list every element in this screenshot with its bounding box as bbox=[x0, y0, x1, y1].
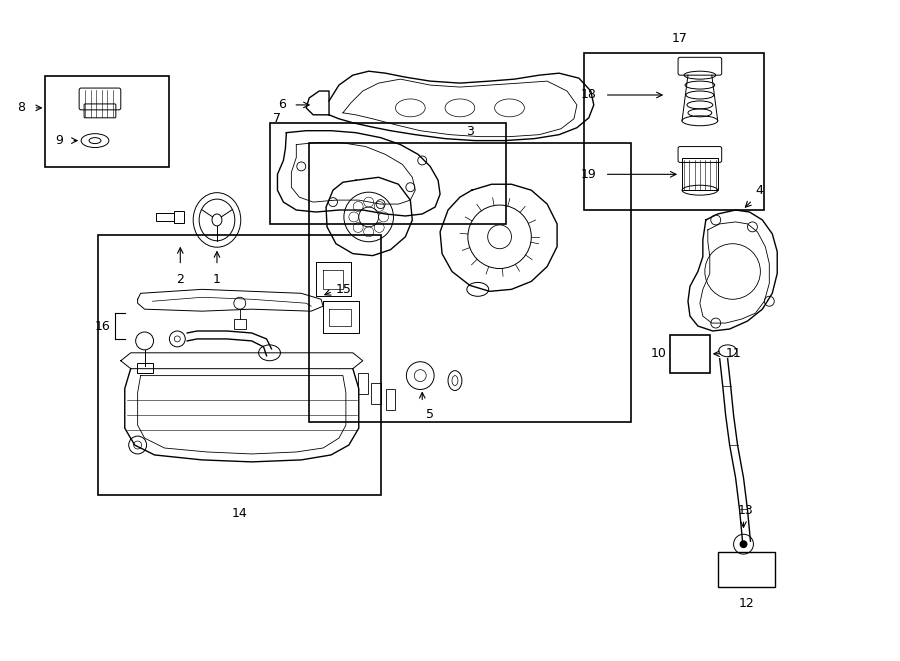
Bar bbox=[157, 213, 175, 221]
Bar bbox=[98, 235, 381, 494]
Text: 1: 1 bbox=[213, 274, 220, 286]
Bar bbox=[175, 211, 184, 223]
Bar bbox=[358, 373, 368, 395]
Bar bbox=[584, 54, 764, 210]
Bar bbox=[234, 319, 246, 329]
Bar bbox=[137, 363, 152, 373]
Bar bbox=[385, 389, 395, 410]
Text: 5: 5 bbox=[427, 408, 434, 421]
Text: 14: 14 bbox=[232, 508, 248, 520]
Text: 16: 16 bbox=[95, 319, 111, 332]
Text: 6: 6 bbox=[278, 98, 286, 112]
Text: 3: 3 bbox=[466, 125, 473, 137]
Bar bbox=[670, 335, 710, 373]
Text: 19: 19 bbox=[581, 168, 597, 181]
Text: 7: 7 bbox=[274, 112, 282, 125]
Circle shape bbox=[740, 540, 748, 548]
Bar bbox=[269, 123, 506, 224]
Text: 13: 13 bbox=[738, 504, 753, 518]
Bar bbox=[310, 143, 632, 422]
Text: 17: 17 bbox=[672, 32, 688, 46]
Text: 18: 18 bbox=[580, 89, 597, 102]
Text: 9: 9 bbox=[55, 134, 63, 147]
Text: 11: 11 bbox=[725, 347, 742, 360]
Text: 8: 8 bbox=[18, 101, 25, 114]
Text: 12: 12 bbox=[739, 597, 754, 609]
Text: 15: 15 bbox=[336, 283, 352, 296]
Text: 2: 2 bbox=[176, 274, 184, 286]
Bar bbox=[717, 552, 775, 587]
Text: 4: 4 bbox=[755, 184, 763, 197]
Bar bbox=[682, 159, 717, 190]
Bar bbox=[45, 76, 169, 167]
Bar bbox=[371, 383, 381, 405]
Text: 10: 10 bbox=[651, 347, 666, 360]
